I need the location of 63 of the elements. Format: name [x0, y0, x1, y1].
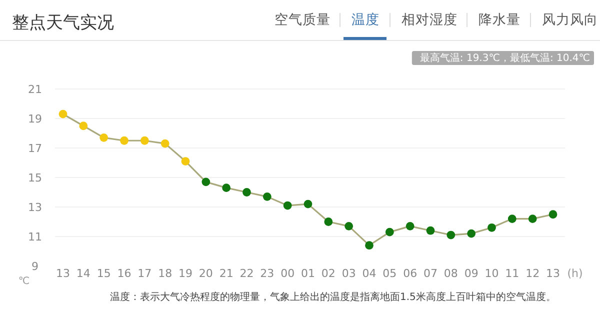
- x-tick-label: 10: [484, 267, 499, 280]
- x-tick-label: 22: [240, 267, 254, 280]
- x-tick-label: 13: [546, 267, 560, 280]
- point: [58, 110, 68, 118]
- point: [181, 157, 190, 166]
- y-tick-label: 9: [32, 260, 38, 273]
- y-axis-title: ℃: [18, 276, 30, 287]
- x-tick-label: 18: [158, 267, 172, 280]
- x-tick-label: 11: [505, 267, 520, 280]
- y-tick-label: 21: [28, 83, 42, 96]
- point: [304, 200, 312, 208]
- x-tick-label: 06: [403, 267, 418, 280]
- point: [222, 184, 231, 192]
- point: [426, 226, 435, 235]
- x-tick-label: 23: [260, 267, 274, 280]
- x-tick-label: 15: [96, 267, 111, 280]
- x-tick-label: 00: [280, 267, 295, 280]
- x-tick-label: 17: [138, 267, 152, 280]
- point: [262, 192, 272, 201]
- point: [508, 214, 516, 223]
- point: [488, 223, 496, 232]
- x-tick-label: 21: [219, 267, 234, 280]
- y-tick-label: 11: [28, 230, 42, 244]
- point: [528, 214, 537, 223]
- point: [140, 136, 149, 145]
- point: [283, 201, 292, 210]
- y-tick-label: 17: [28, 142, 42, 155]
- point: [365, 241, 374, 250]
- point: [242, 188, 251, 196]
- point: [344, 222, 354, 230]
- x-tick-label: 04: [362, 267, 376, 280]
- x-tick-label: 12: [526, 267, 540, 280]
- point: [406, 222, 414, 230]
- x-tick-label: 07: [424, 267, 438, 280]
- x-tick-label: 16: [117, 267, 132, 280]
- x-tick-label: 09: [464, 267, 478, 280]
- x-axis-title: (h): [567, 267, 583, 280]
- text: 最高气温: 19.3℃，最低气温: 10.4℃: [420, 52, 590, 64]
- point: [79, 122, 88, 130]
- x-tick-label: 14: [76, 267, 90, 280]
- x-tick-label: 02: [321, 267, 336, 280]
- point: [120, 136, 128, 145]
- point: [324, 218, 333, 226]
- point: [467, 229, 476, 238]
- x-tick-label: 19: [178, 267, 192, 280]
- x-tick-label: 01: [301, 267, 315, 280]
- x-tick-label: 05: [382, 267, 397, 280]
- point: [548, 210, 558, 219]
- point: [385, 228, 394, 236]
- x-tick-label: 20: [198, 267, 213, 280]
- chart-title: 整点天气实况: [12, 13, 114, 33]
- point: [100, 133, 108, 142]
- x-tick-label: 13: [56, 267, 70, 280]
- y-tick-label: 19: [28, 112, 42, 126]
- point: [202, 178, 210, 186]
- point: [446, 230, 456, 240]
- x-tick-label: 08: [444, 267, 458, 280]
- text: 温度：表示大气冷热程度的物理量，气象上给出的温度是指离地面1.5米高度上百叶箱中的空气温度。: [110, 291, 556, 303]
- point: [160, 139, 170, 148]
- y-tick-label: 15: [28, 172, 42, 184]
- y-tick-label: 13: [28, 201, 42, 214]
- x-tick-label: 03: [342, 267, 356, 280]
- tabs: 空气质量 温度 相对湿度 降水量 风力风向: [274, 12, 598, 40]
